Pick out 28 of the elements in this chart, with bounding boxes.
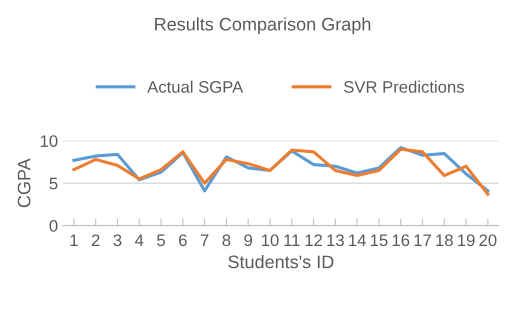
x-tick-label: 15 bbox=[370, 234, 388, 246]
y-tick-label: 0 bbox=[50, 220, 58, 232]
x-axis-title: Students's ID bbox=[228, 255, 334, 268]
x-tick-label: 3 bbox=[113, 234, 122, 246]
y-tick-label: 10 bbox=[40, 135, 58, 148]
y-axis-title: CGPA bbox=[18, 158, 30, 208]
x-tick-label: 13 bbox=[327, 234, 344, 246]
x-tick-label: 20 bbox=[479, 234, 496, 246]
x-tick-label: 14 bbox=[349, 234, 366, 246]
x-tick-label: 16 bbox=[392, 234, 410, 246]
legend-label: SVR Predictions bbox=[344, 80, 464, 93]
x-tick-label: 11 bbox=[284, 234, 300, 246]
x-tick-label: 8 bbox=[222, 234, 230, 246]
x-tick-label: 7 bbox=[200, 234, 208, 246]
x-tick-label: 9 bbox=[244, 234, 252, 246]
legend-label: Actual SGPA bbox=[147, 80, 244, 93]
x-tick-label: 6 bbox=[179, 234, 187, 246]
x-tick-label: 1 bbox=[70, 234, 78, 246]
x-tick-label: 12 bbox=[306, 234, 322, 246]
x-tick-label: 17 bbox=[414, 234, 431, 246]
chart-title: Results Comparison Graph bbox=[155, 17, 370, 34]
x-tick-label: 18 bbox=[436, 234, 453, 246]
x-tick-label: 4 bbox=[135, 234, 144, 246]
x-tick-label: 5 bbox=[157, 234, 165, 246]
y-tick-label: 5 bbox=[50, 178, 58, 190]
x-tick-label: 10 bbox=[262, 234, 279, 246]
x-tick-label: 19 bbox=[458, 234, 475, 246]
x-tick-label: 2 bbox=[92, 234, 100, 246]
